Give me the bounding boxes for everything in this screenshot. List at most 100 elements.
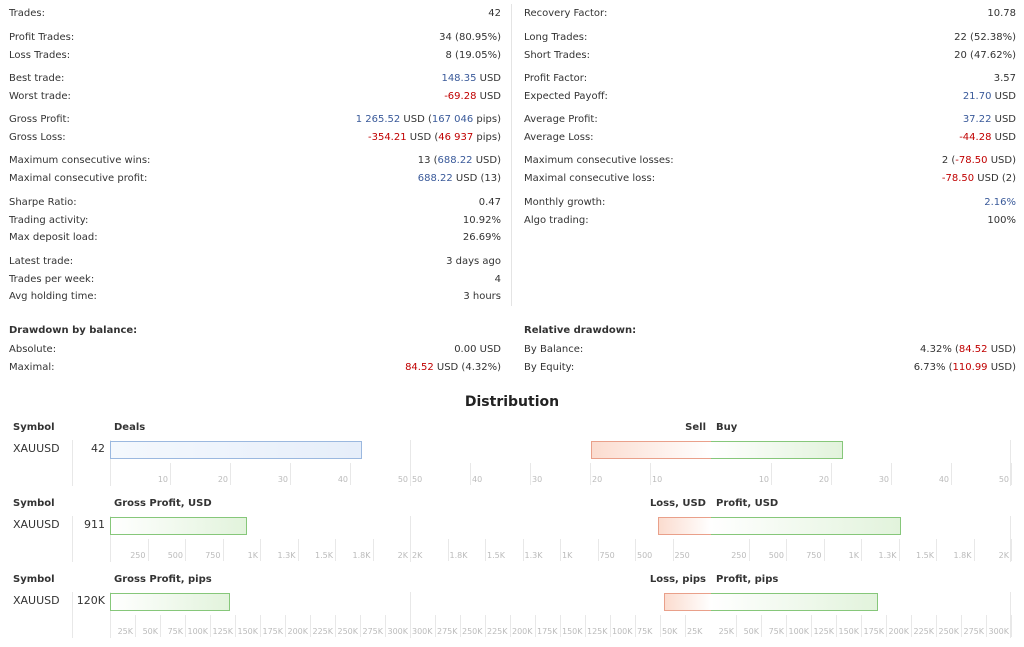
- neg-bar: [657, 517, 711, 535]
- symbol-value: 120K: [76, 594, 105, 607]
- symbol-value: 911: [84, 518, 105, 531]
- stat-label: Monthly growth:: [524, 197, 606, 208]
- value-part: USD): [987, 344, 1016, 355]
- grid-line: [110, 592, 111, 638]
- stat-value: -44.28 USD: [959, 129, 1016, 147]
- value-part: 84.52: [405, 362, 434, 373]
- tick-label: 1K: [247, 551, 258, 560]
- tick-label: 1.8K: [352, 551, 371, 560]
- stat-label: Latest trade:: [9, 256, 74, 267]
- stat-row: Maximal: 84.52 USD (4.32%): [9, 359, 501, 377]
- value-part: USD: [991, 114, 1016, 125]
- value-part: 22 (52.38%): [954, 32, 1016, 43]
- tick-line: [1011, 539, 1012, 561]
- tick-line: [372, 539, 374, 561]
- stat-label: Max deposit load:: [9, 232, 98, 243]
- stat-value: 4: [495, 271, 501, 289]
- tick-line: [260, 615, 261, 637]
- tick-line: [360, 615, 361, 637]
- stat-label: Trading activity:: [9, 215, 89, 226]
- tick-label: 300K: [412, 627, 433, 636]
- value-part: 10.92%: [462, 215, 501, 226]
- stat-value: -354.21 USD (46 937 pips): [368, 129, 501, 147]
- stat-value: 37.22 USD: [963, 111, 1016, 129]
- value-part: USD (4.32%): [433, 362, 501, 373]
- tick-label: 1.3K: [277, 551, 296, 560]
- tick-label: 300K: [988, 627, 1009, 636]
- stat-value: 0.00 USD: [454, 341, 501, 359]
- left-bar: [110, 593, 230, 611]
- tick-label: 225K: [312, 627, 333, 636]
- tick-line: [185, 615, 186, 637]
- stat-value: 10.78: [987, 5, 1016, 23]
- neg-bar: [591, 441, 711, 459]
- stat-row: Trades: 42: [9, 5, 501, 23]
- tick-line: [170, 463, 171, 485]
- stat-value: 20 (47.62%): [954, 47, 1016, 65]
- tick-line: [310, 615, 311, 637]
- stat-row: Avg holding time: 3 hours: [9, 288, 501, 306]
- tick-label: 20: [592, 475, 603, 484]
- tick-label: 1K: [562, 551, 573, 560]
- value-part: USD (: [400, 114, 432, 125]
- tick-line: [861, 539, 862, 561]
- stat-row: Latest trade: 3 days ago: [9, 253, 501, 271]
- tick-line: [898, 539, 900, 561]
- value-part: 21.70: [962, 91, 992, 102]
- stat-label: Drawdown by balance:: [9, 325, 138, 336]
- tick-line: [811, 615, 812, 637]
- tick-label: 275K: [963, 627, 984, 636]
- tick-line: [936, 539, 937, 561]
- value-part: USD): [987, 155, 1016, 166]
- pos-bar: [711, 441, 843, 459]
- stat-label: Recovery Factor:: [524, 8, 608, 19]
- stat-value: 10.92%: [463, 212, 501, 230]
- value-part: -354.21: [367, 132, 407, 143]
- stat-row: Absolute: 0.00 USD: [9, 341, 501, 359]
- tick-line: [535, 615, 536, 637]
- grid-line: [72, 592, 73, 638]
- tick-label: 150K: [838, 627, 859, 636]
- tick-line: [590, 463, 591, 485]
- stat-value: 4.32% (84.52 USD): [920, 341, 1016, 359]
- tick-label: 200K: [512, 627, 533, 636]
- tick-line: [771, 463, 772, 485]
- tick-line: [410, 615, 411, 637]
- grid-line: [110, 516, 111, 562]
- stat-row: Average Loss: -44.28 USD: [524, 129, 1016, 147]
- stat-label: Average Loss:: [524, 132, 594, 143]
- tick-line: [736, 615, 737, 637]
- tick-line: [635, 615, 636, 637]
- pos-title: Profit, pips: [716, 574, 779, 585]
- tick-label: 275K: [362, 627, 383, 636]
- tick-label: 2K: [998, 551, 1009, 560]
- tick-line: [222, 539, 224, 561]
- tick-label: 500: [637, 551, 653, 560]
- tick-label: 125K: [587, 627, 608, 636]
- tick-line: [685, 615, 686, 637]
- left-chart-title: Gross Profit, USD: [114, 498, 212, 509]
- stat-label: Average Profit:: [524, 114, 598, 125]
- tick-line: [410, 539, 411, 561]
- stat-row: Recovery Factor: 10.78: [524, 5, 1016, 23]
- value-part: 0.00 USD: [454, 344, 501, 355]
- tick-line: [748, 539, 750, 561]
- value-part: 10.78: [987, 8, 1016, 19]
- tick-line: [135, 615, 136, 637]
- tick-line: [350, 463, 351, 485]
- grid-line: [1010, 440, 1011, 486]
- value-part: 4.32% (: [920, 344, 959, 355]
- tick-label: 50: [998, 475, 1009, 484]
- value-part: 4: [494, 274, 501, 285]
- tick-label: 40: [472, 475, 483, 484]
- stat-row: Loss Trades: 8 (19.05%): [9, 47, 501, 65]
- stat-row: By Equity: 6.73% (110.99 USD): [524, 359, 1016, 377]
- tick-label: 750: [205, 551, 221, 560]
- tick-line: [290, 463, 291, 485]
- tick-line: [786, 615, 787, 637]
- tick-line: [1011, 463, 1012, 485]
- tick-label: 50: [397, 475, 408, 484]
- tick-label: 100K: [187, 627, 208, 636]
- neg-title: Loss, pips: [649, 574, 706, 585]
- stat-row: Gross Loss: -354.21 USD (46 937 pips): [9, 129, 501, 147]
